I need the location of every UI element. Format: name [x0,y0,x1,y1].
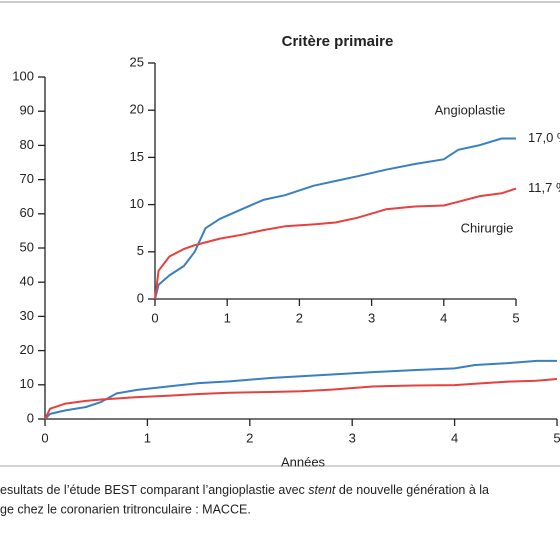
chart-title: Critère primaire [282,33,394,50]
y-tick-label: 100 [12,68,34,83]
series-line [44,378,558,420]
y-tick-label: 70 [20,171,34,186]
y-tick-label: 20 [130,102,144,117]
caption-text: stent [308,483,336,497]
y-tick-label: 5 [137,243,144,258]
caption-line: ge chez le coronarien tritronculaire : M… [0,502,251,516]
x-tick-label: 1 [144,430,151,445]
x-tick-label: 4 [440,310,447,325]
y-tick-label: 0 [137,290,144,305]
x-tick-label: 2 [296,310,303,325]
y-tick-label: 90 [20,103,34,118]
inset-background [115,26,560,329]
end-value-label: 11,7 % [528,180,560,195]
y-tick-label: 25 [130,54,144,69]
series-line [154,187,517,300]
caption-line: esultats de l’étude BEST comparant l’ang… [0,483,489,497]
y-tick-label: 10 [130,196,144,211]
x-tick-label: 5 [512,310,519,325]
y-tick-label: 0 [27,410,34,425]
x-tick-label: 3 [368,310,375,325]
y-tick-label: 80 [20,137,34,152]
chart: Critère primaire 0 5 10 15 20 25 0 1 2 3 4 5 Angiopla… [115,26,560,329]
y-tick-label: 50 [20,239,34,254]
caption-text: esultats de l’étude BEST comparant l’ang… [0,483,308,497]
y-tick-label: 40 [20,274,34,289]
y-tick-label: 60 [20,205,34,220]
series-label: Angioplastie [435,102,506,117]
y-tick-label: 20 [20,342,34,357]
y-tick-label: 10 [20,376,34,391]
x-tick-label: 3 [349,430,356,445]
x-tick-label: 5 [553,430,560,445]
x-tick-label: 1 [224,310,231,325]
caption-text: de nouvelle génération à la [335,483,489,497]
end-value-label: 17,0 % [528,130,560,145]
x-tick-label: 0 [41,430,48,445]
series-label: Chirurgie [461,220,514,235]
series-line [44,359,557,420]
x-tick-label: 4 [451,430,458,445]
x-tick-label: 0 [151,310,158,325]
y-tick-label: 30 [20,308,34,323]
x-axis-label: Années [281,454,326,469]
x-tick-label: 2 [246,430,253,445]
series-line [154,137,516,300]
y-tick-label: 15 [130,149,144,164]
